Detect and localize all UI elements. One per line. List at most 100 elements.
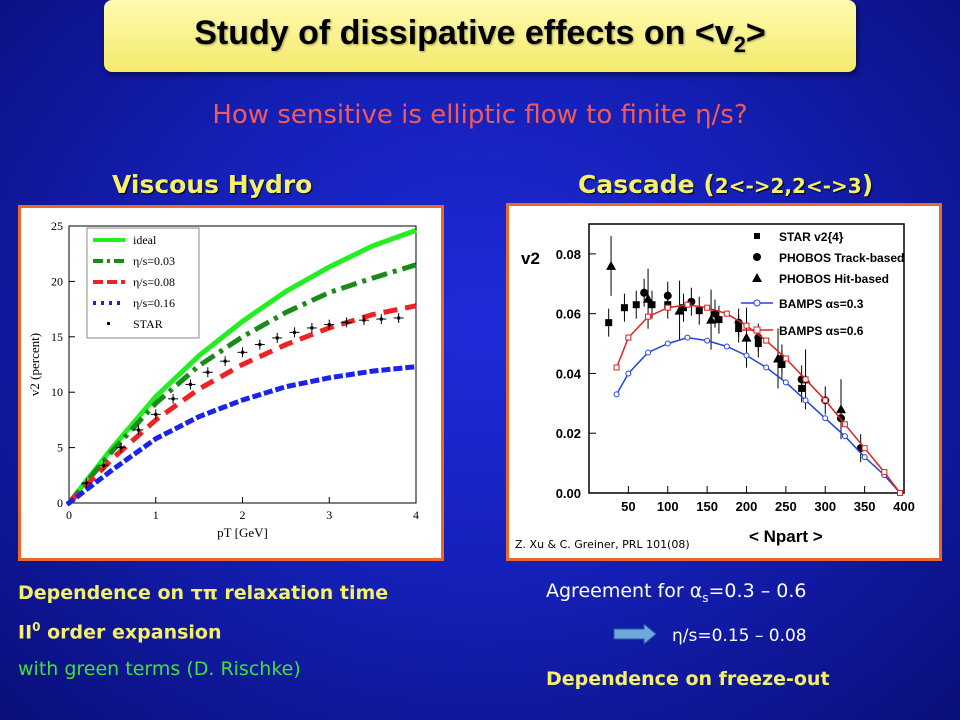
star-point — [605, 319, 613, 327]
star-point — [154, 412, 158, 416]
series-line-s003 — [67, 262, 417, 505]
series-line-s008 — [67, 303, 417, 505]
phobos-track-point — [663, 291, 672, 300]
legend-label: STAR v2{4} — [779, 230, 844, 244]
legend-box — [86, 227, 200, 339]
star-point — [648, 301, 656, 309]
bamps-point — [625, 370, 632, 377]
star-point — [275, 336, 279, 340]
y-tick-label: 5 — [57, 441, 63, 455]
bamps-point — [704, 337, 711, 344]
legend-marker — [753, 253, 761, 261]
star-point — [84, 481, 88, 485]
x-tick-label: 0 — [66, 508, 72, 522]
bamps-point — [861, 454, 868, 461]
bamps-point — [743, 322, 750, 329]
x-axis-label: < Npart > — [749, 527, 823, 546]
hydro-chart: 0 1 2 3 4 0 5 10 15 20 25 pT [GeV] v2 (percent) ideal… — [27, 219, 419, 540]
star-point — [171, 397, 175, 401]
eta-note: η/s=0.15 – 0.08 — [672, 626, 807, 646]
freeze-out-note: Dependence on freeze-out — [546, 668, 830, 690]
y-tick-label: 10 — [51, 385, 63, 399]
star-point — [241, 350, 244, 354]
phobos-hit-point — [643, 293, 654, 303]
bamps-point — [822, 415, 829, 422]
y-tick-label: 0.06 — [556, 307, 581, 322]
bamps-point — [684, 301, 691, 308]
y-tick-label: 0.02 — [556, 426, 581, 441]
slide-title: Study of dissipative effects on <v2> — [194, 14, 766, 57]
star-point — [379, 317, 383, 321]
bamps-point — [897, 490, 904, 496]
x-axis-label: pT [GeV] — [217, 525, 268, 540]
y-tick-label: 0.08 — [556, 247, 581, 262]
legend-label: STAR — [133, 317, 163, 331]
star-point — [715, 316, 723, 324]
bamps-point — [782, 355, 789, 362]
legend-marker — [754, 233, 760, 239]
bamps-point — [861, 445, 868, 452]
star-point — [102, 463, 106, 467]
phobos-track-point — [711, 309, 719, 318]
legend-marker — [752, 273, 762, 282]
right-heading: Cascade (2<->2,2<->3) — [578, 170, 874, 199]
x-tick-label: 200 — [736, 499, 758, 514]
left-heading: Viscous Hydro — [112, 170, 313, 199]
bamps-point — [613, 391, 620, 398]
legend-marker — [753, 326, 761, 334]
bamps-point — [625, 334, 632, 341]
order-note: II0 order expansion — [18, 620, 222, 644]
x-tick-label: 2 — [240, 508, 246, 522]
legend-label: η/s=0.08 — [133, 275, 175, 289]
phobos-hit-point — [773, 353, 783, 363]
x-tick-label: 150 — [696, 499, 718, 514]
y-axis-label: v2 — [521, 249, 540, 268]
y-tick-label: 15 — [51, 330, 63, 344]
bamps-point — [704, 304, 711, 311]
x-tick-label: 250 — [775, 499, 797, 514]
y-tick-label: 0.04 — [556, 366, 582, 381]
x-tick-label: 50 — [621, 499, 635, 514]
star-point — [188, 382, 192, 386]
legend-label: BAMPS αs=0.3 — [779, 297, 864, 311]
bamps-point — [802, 397, 809, 404]
bamps-point — [723, 343, 730, 350]
star-point — [136, 428, 140, 432]
star-point — [206, 370, 210, 374]
bamps-point — [841, 421, 848, 428]
y-axis-label: v2 (percent) — [27, 333, 42, 396]
citation: Z. Xu & C. Greiner, PRL 101(08) — [515, 538, 690, 551]
bamps-point — [723, 310, 730, 317]
star-point — [223, 359, 227, 363]
x-tick-label: 1 — [153, 508, 159, 522]
legend-label: PHOBOS Track-based — [779, 251, 904, 265]
bamps-point — [645, 349, 652, 356]
hydro-chart-frame: 0 1 2 3 4 0 5 10 15 20 25 pT [GeV] v2 (percent) ideal… — [18, 205, 444, 561]
y-tick-label: 25 — [51, 219, 63, 233]
legend-marker — [107, 322, 110, 325]
bamps-point — [684, 334, 691, 341]
phobos-track-point — [734, 318, 743, 327]
y-tick-label: 0 — [57, 496, 63, 510]
legend-label: η/s=0.16 — [133, 296, 175, 310]
phobos-track-point — [640, 288, 649, 297]
star-point — [362, 318, 366, 322]
x-tick-label: 300 — [814, 499, 836, 514]
legend-label: η/s=0.03 — [133, 254, 175, 268]
phobos-hit-point — [706, 314, 717, 324]
legend-label: PHOBOS Hit-based — [779, 272, 889, 286]
cascade-chart-frame: 50 100 150 200 250 300 350 400 0.00 0.02 0.04 0.06 0… — [506, 203, 942, 561]
x-tick-label: 350 — [854, 499, 876, 514]
star-point — [397, 316, 401, 320]
star-point — [680, 304, 687, 312]
phobos-hit-point — [674, 305, 685, 315]
x-tick-label: 3 — [326, 508, 332, 522]
bamps-point — [782, 379, 789, 386]
star-point — [258, 343, 262, 347]
x-tick-label: 400 — [893, 499, 915, 514]
x-tick-label: 100 — [657, 499, 679, 514]
bamps-point — [613, 364, 620, 371]
x-tick-label: 4 — [413, 508, 419, 522]
title-box: Study of dissipative effects on <v2> — [104, 0, 856, 72]
bamps-point — [881, 469, 888, 476]
